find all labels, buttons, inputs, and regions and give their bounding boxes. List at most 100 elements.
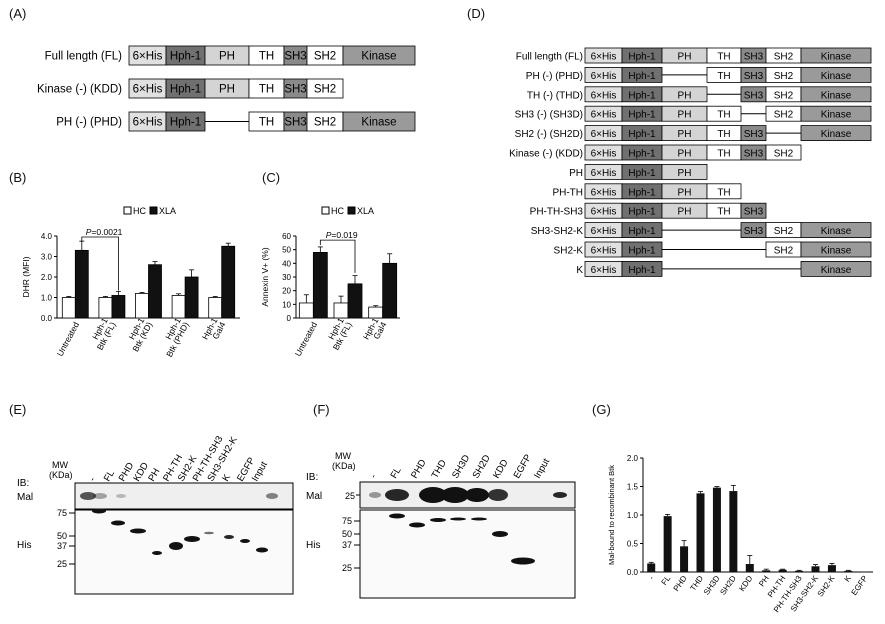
domain-label: 6×His [591,52,617,63]
construct-label: PH (-) (PHD) [526,71,583,82]
x-tick-label: KDD [737,574,754,593]
domain-kinase [800,47,872,64]
his-band [130,528,146,534]
his-band [471,517,487,521]
bar-sh2d [729,491,738,572]
domain-label: TH [717,187,730,198]
bar-sh3d [712,487,721,572]
construct-label: SH3 (-) (SH3D) [515,110,583,121]
panel-g-binding-chart: 0.0 0.5 1.0 1.5 2.0 Mal-bound to recombinant … [607,454,873,614]
bar-fl [663,516,672,572]
y-tick-label: 1.5 [627,483,639,492]
domain-label: SH2 [774,71,794,82]
x-tick-text: Untreated [293,320,319,358]
y-tick-label: 0 [287,314,292,323]
mal-band [553,492,567,498]
legend-hc-swatch [321,206,330,215]
domain-label: Kinase [361,117,396,129]
domain-label: Hph-1 [628,187,656,198]
marker-label: 37 [57,541,67,551]
significance-bracket [319,239,356,273]
his-band [511,557,535,565]
domain-label: Hph-1 [628,207,656,218]
blot-bottom-label: His [306,540,320,551]
x-tick-text: Untreated [55,320,81,358]
bar-xla-untreated [74,249,89,319]
bar-sh2-k [827,565,836,572]
bar-phd [680,546,689,572]
kda-label: (KDa) [332,461,356,471]
domain-label: SH3 [744,149,764,160]
bar-hc-untreated [298,302,314,319]
bar-hc-hph-1-gal4 [208,297,223,319]
domain-label: Hph-1 [628,129,656,140]
lane-label-kdd: KDD [491,458,511,481]
domain-label: PH [678,129,692,140]
y-tick-label: 1.0 [627,511,639,520]
bar-k [844,570,853,572]
domain-label: Hph-1 [628,90,656,101]
y-tick-label: 10 [282,300,291,309]
domain-kinase [800,222,872,239]
domain-label: PH [678,207,692,218]
y-tick-label: 0.0 [627,568,639,577]
his-band [111,520,125,526]
domain-label: PH [678,110,692,121]
panel-e-western-blot: - FL PHDKDDPHPH-THSH2-KPH-TH-SH3SH3-SH2-KK… [17,434,294,595]
x-tick-label: SH2D [718,574,738,597]
x-tick-label: Untreated [55,320,81,358]
his-band [430,518,446,522]
domain-label: TH [717,52,730,63]
domain-label: Kinase [821,52,852,63]
domain-label: SH2 [314,51,336,63]
domain-label: SH2 [774,110,794,121]
y-tick-label: 20 [282,287,291,296]
domain-label: PH [219,84,235,96]
bar-hc-hph-1-btk-phd [171,295,186,319]
y-axis-label: DHR (MFI) [21,256,31,297]
construct-label: Kinase (-) (KDD) [509,149,583,160]
lane-label-thd: THD [430,458,449,481]
marker-label: 50 [57,531,67,541]
bar-xla-hph-1-gal4 [382,262,398,319]
domain-hph-1 [165,111,206,132]
legend-xla-label: XLA [357,206,374,216]
domain-label: Hph-1 [628,110,656,121]
domain-label: PH [678,90,692,101]
domain-kinase [800,241,872,258]
domain-label: SH2 [774,149,794,160]
legend-hc-label: HC [331,206,344,216]
domain-label: Hph-1 [628,265,656,276]
construct-label: SH3-SH2-K [531,226,584,237]
mal-band [93,493,107,499]
panel-c-label: (C) [262,170,281,185]
domain-label: SH2 [774,90,794,101]
blot-top-label: Mal [17,492,33,503]
domain-kinase [800,125,872,141]
domain-label: 6×His [591,187,617,198]
domain-hph-1 [621,241,663,258]
domain-label: Kinase [821,246,852,257]
lane-label-k: K [220,472,233,484]
domain-label: TH [717,110,730,121]
bar-xla-hph-1-btk-fl [111,295,126,319]
panel-g-label: (G) [592,402,611,417]
domain-label: SH3 [744,226,764,237]
domain-label: Kinase [821,129,852,140]
legend-xla-swatch [149,206,158,215]
domain-label: SH2 [314,117,336,129]
panel-d-label: (D) [467,6,486,21]
domain-label: PH [678,149,692,160]
x-tick-label: PH [757,574,771,588]
bar-xla-untreated [312,252,328,319]
marker-label: 25 [342,563,352,573]
domain-label: PH [678,187,692,198]
y-tick-label: 40 [282,259,291,268]
domain-kinase [800,260,872,277]
lane-label-: - [368,472,379,480]
construct-label: Kinase (-) (KDD) [37,84,122,96]
panel-c-annexin-chart: 0 10 20 30 40 50 60 Annexin V+ (%) HC XLA Untreate… [260,206,400,358]
